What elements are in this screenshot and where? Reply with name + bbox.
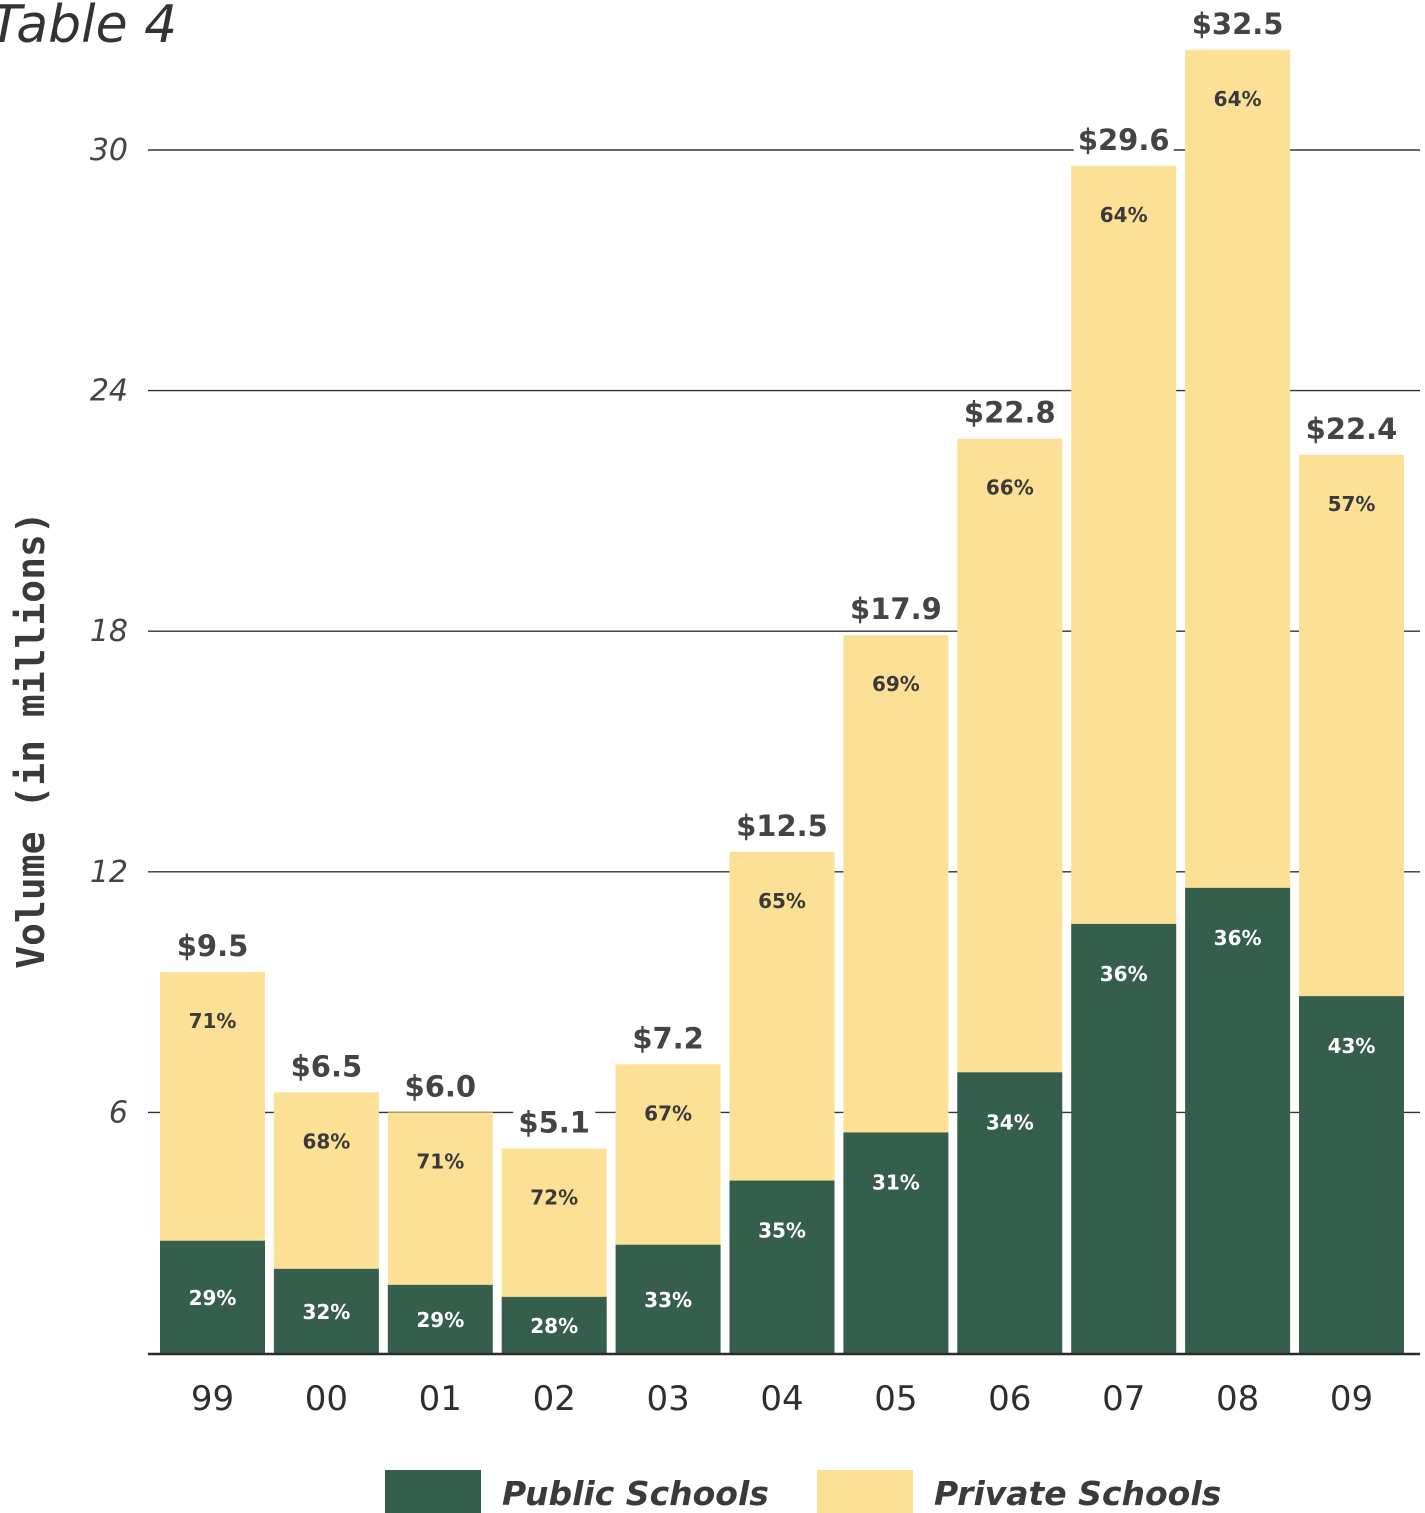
public-percent-label-09: 43%: [1328, 1034, 1376, 1058]
total-label-backing: [399, 1070, 482, 1105]
bar-private-schools-05: [843, 635, 949, 1133]
total-label-backing: [513, 1106, 596, 1141]
bar-public-schools-08: [1185, 887, 1291, 1353]
legend: Public Schools Private Schools: [385, 1470, 1221, 1513]
bar-public-schools-99: [160, 1240, 265, 1353]
private-percent-label-04: 65%: [758, 889, 806, 913]
private-percent-label-03: 67%: [644, 1101, 692, 1125]
bar-private-schools-04: [729, 851, 835, 1181]
bar-public-schools-01: [387, 1284, 493, 1353]
y-tick-label: 24: [90, 374, 128, 409]
bar-public-schools-03: [615, 1244, 721, 1353]
y-tick-label: 18: [90, 614, 128, 649]
private-percent-label-08: 64%: [1214, 87, 1262, 111]
bar-public-schools-04: [729, 1180, 835, 1353]
chart-title: Table 4: [0, 0, 177, 55]
total-label-backing: [1073, 124, 1174, 159]
public-percent-label-99: 29%: [189, 1286, 237, 1310]
private-percent-label-99: 71%: [189, 1009, 237, 1033]
public-percent-label-05: 31%: [872, 1170, 920, 1194]
total-label-backing: [1187, 7, 1288, 42]
bar-public-schools-05: [843, 1132, 949, 1353]
x-tick-label: 08: [1216, 1379, 1259, 1419]
y-axis-ticks: 6 12 18 24 30: [90, 133, 128, 1130]
total-label-03: $7.2: [632, 1021, 704, 1055]
total-label-09: $22.4: [1306, 412, 1398, 446]
bar-private-schools-02: [501, 1148, 607, 1297]
public-percent-label-01: 29%: [416, 1308, 464, 1332]
bar-private-schools-08: [1185, 49, 1291, 888]
x-tick-label: 02: [533, 1379, 576, 1419]
total-label-08: $32.5: [1192, 7, 1284, 41]
legend-label-public-schools: Public Schools: [502, 1474, 769, 1513]
private-percent-label-01: 71%: [416, 1149, 464, 1173]
total-label-backing: [285, 1050, 368, 1085]
bar-private-schools-07: [1071, 166, 1177, 924]
y-tick-label: 30: [90, 133, 128, 168]
private-percent-label-05: 69%: [872, 672, 920, 696]
private-percent-label-02: 72%: [530, 1185, 578, 1209]
total-label-04: $12.5: [736, 809, 828, 843]
y-tick-label: 12: [90, 855, 128, 890]
public-percent-label-00: 32%: [302, 1300, 350, 1324]
bar-public-schools-07: [1071, 923, 1177, 1353]
total-label-01: $6.0: [405, 1069, 477, 1103]
total-label-07: $29.6: [1078, 123, 1170, 157]
bar-private-schools-01: [387, 1112, 493, 1285]
public-percent-label-04: 35%: [758, 1219, 806, 1243]
private-percent-label-00: 68%: [302, 1129, 350, 1153]
legend-swatch-public-schools: [385, 1470, 481, 1513]
x-tick-label: 09: [1330, 1379, 1373, 1419]
bar-private-schools-03: [615, 1064, 721, 1245]
y-tick-label: 6: [109, 1095, 128, 1130]
y-axis-label: Volume (in millions): [9, 511, 53, 969]
bars: $9.5 71% 29% $6.5 68% 32% $6.0 71% 29% $5.1 72% 28%…: [160, 7, 1404, 1353]
public-percent-label-03: 33%: [644, 1288, 692, 1312]
bar-public-schools-00: [273, 1268, 379, 1353]
total-label-backing: [627, 1022, 710, 1057]
bar-private-schools-09: [1299, 454, 1404, 997]
private-percent-label-07: 64%: [1100, 203, 1148, 227]
total-label-02: $5.1: [518, 1105, 590, 1139]
public-percent-label-02: 28%: [530, 1314, 578, 1338]
x-tick-label: 00: [305, 1379, 348, 1419]
total-label-backing: [959, 396, 1060, 431]
bar-public-schools-09: [1299, 996, 1404, 1353]
legend-label-private-schools: Private Schools: [934, 1474, 1221, 1513]
total-label-05: $17.9: [850, 592, 942, 626]
x-tick-label: 03: [646, 1379, 689, 1419]
total-label-06: $22.8: [964, 396, 1056, 430]
private-percent-label-09: 57%: [1328, 492, 1376, 516]
total-label-00: $6.5: [291, 1049, 363, 1083]
bar-public-schools-06: [957, 1072, 1063, 1353]
public-percent-label-06: 34%: [986, 1110, 1034, 1134]
total-label-backing: [171, 930, 254, 965]
private-percent-label-06: 66%: [986, 476, 1034, 500]
total-label-backing: [1301, 412, 1402, 447]
total-label-99: $9.5: [177, 929, 249, 963]
bar-private-schools-06: [957, 438, 1063, 1073]
legend-swatch-private-schools: [817, 1470, 913, 1513]
x-tick-label: 01: [419, 1379, 462, 1419]
bar-private-schools-00: [273, 1092, 379, 1269]
total-label-backing: [732, 809, 832, 844]
x-tick-label: 07: [1102, 1379, 1145, 1419]
public-percent-label-07: 36%: [1100, 962, 1148, 986]
bar-public-schools-02: [501, 1296, 607, 1353]
public-percent-label-08: 36%: [1214, 926, 1262, 950]
bar-private-schools-99: [160, 972, 265, 1241]
x-tick-label: 05: [874, 1379, 917, 1419]
x-tick-label: 99: [191, 1379, 234, 1419]
total-label-backing: [845, 593, 946, 628]
x-tick-label: 06: [988, 1379, 1031, 1419]
x-axis-ticks: 99 00 01 02 03 04 05 06 07 08 09: [191, 1379, 1373, 1419]
x-tick-label: 04: [760, 1379, 803, 1419]
